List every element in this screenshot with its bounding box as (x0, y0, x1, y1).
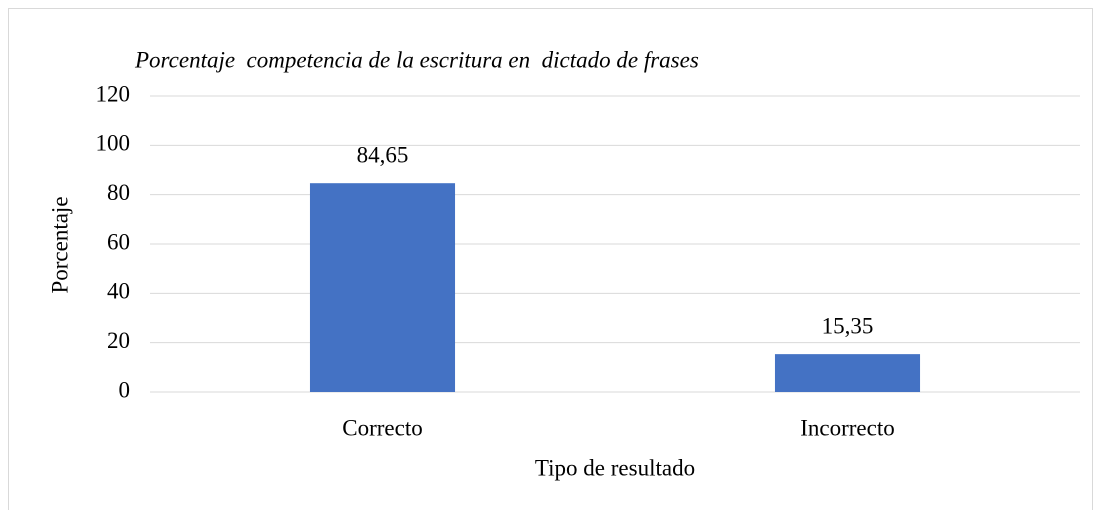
y-tick-label: 60 (107, 229, 130, 254)
y-tick-label: 100 (96, 131, 131, 156)
bar (309, 183, 456, 392)
y-tick-label: 20 (107, 328, 130, 353)
x-tick-label: Incorrecto (800, 415, 895, 440)
y-tick-label: 80 (107, 180, 130, 205)
y-tick-label: 0 (119, 377, 131, 402)
value-label: 84,65 (357, 142, 409, 167)
y-tick-label: 40 (107, 279, 130, 304)
y-tick-label: 120 (96, 81, 131, 106)
bar (774, 354, 921, 392)
x-axis-label: Tipo de resultado (535, 455, 695, 480)
chart-frame (8, 8, 1093, 510)
y-axis-label: Porcentaje (47, 196, 72, 293)
value-label: 15,35 (822, 313, 874, 338)
chart-title: Porcentaje competencia de la escritura e… (134, 47, 699, 72)
x-tick-label: Correcto (342, 415, 422, 440)
